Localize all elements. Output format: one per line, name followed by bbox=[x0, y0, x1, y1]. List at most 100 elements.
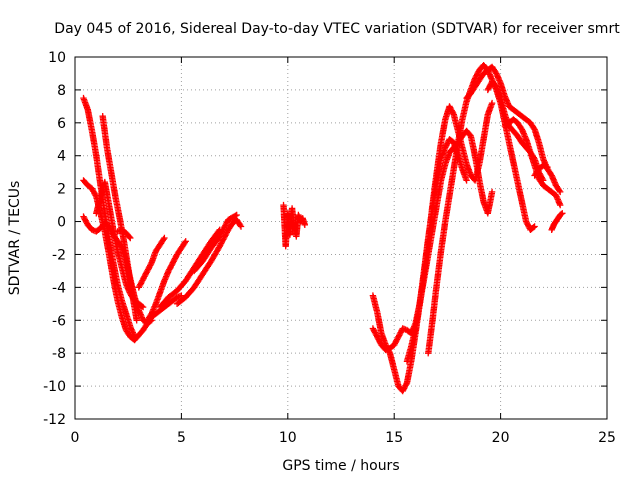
plot-frame bbox=[74, 56, 608, 420]
data-point bbox=[557, 188, 564, 196]
data-point bbox=[233, 211, 240, 219]
data-point bbox=[126, 233, 133, 241]
y-tick-labels: -12 -10 -8 -6 -4 -2 0 2 4 6 8 10 bbox=[43, 50, 66, 428]
x-tick-labels: 0 5 10 15 20 25 bbox=[71, 430, 616, 446]
data-point bbox=[556, 187, 563, 194]
x-tick-label: 5 bbox=[177, 430, 186, 446]
series-arc-11 bbox=[191, 211, 240, 275]
data-point bbox=[147, 260, 155, 268]
y-tick-label: -12 bbox=[43, 412, 66, 428]
axis-ticks bbox=[74, 56, 608, 420]
series-arc-4 bbox=[93, 178, 147, 311]
data-point bbox=[88, 185, 96, 192]
data-point bbox=[403, 381, 410, 388]
data-point bbox=[400, 385, 408, 392]
y-tick-label: -4 bbox=[52, 280, 66, 296]
data-point bbox=[474, 71, 481, 78]
data-point bbox=[557, 201, 564, 209]
data-point bbox=[449, 108, 456, 115]
data-point bbox=[151, 303, 158, 310]
x-tick-label: 15 bbox=[385, 430, 403, 446]
data-point bbox=[391, 340, 399, 347]
data-point bbox=[530, 124, 537, 132]
data-point bbox=[169, 260, 176, 268]
x-tick-label: 20 bbox=[492, 430, 510, 446]
data-point bbox=[488, 99, 496, 107]
y-axis-title: SDTVAR / TECUs bbox=[7, 181, 23, 296]
data-point bbox=[216, 233, 223, 240]
data-point bbox=[396, 332, 403, 339]
y-tick-label: -10 bbox=[43, 379, 66, 395]
series-arc-1 bbox=[80, 177, 185, 344]
y-tick-label: 6 bbox=[57, 116, 66, 132]
data-point bbox=[139, 303, 147, 311]
data-point bbox=[217, 241, 224, 249]
data-point bbox=[530, 224, 537, 231]
x-tick-label: 10 bbox=[279, 430, 297, 446]
data-point bbox=[217, 240, 225, 247]
data-point bbox=[443, 141, 450, 148]
data-point bbox=[128, 326, 135, 333]
data-point bbox=[137, 280, 145, 287]
data-point bbox=[222, 222, 229, 229]
data-point bbox=[91, 190, 99, 198]
y-tick-label: -8 bbox=[52, 346, 66, 362]
data-point bbox=[374, 333, 381, 340]
series-arc-15 bbox=[403, 127, 496, 365]
data-point bbox=[376, 337, 383, 344]
data-point bbox=[559, 210, 566, 217]
grid bbox=[75, 57, 607, 419]
data-point bbox=[138, 303, 146, 310]
y-tick-label: -6 bbox=[52, 313, 66, 329]
data-point bbox=[237, 223, 245, 230]
data-point bbox=[160, 236, 167, 243]
data-point bbox=[376, 339, 384, 346]
data-point bbox=[444, 140, 451, 147]
data-point bbox=[493, 70, 500, 77]
y-tick-label: 0 bbox=[57, 215, 66, 231]
data-point bbox=[166, 265, 174, 272]
x-tick-label: 25 bbox=[598, 430, 616, 446]
data-point bbox=[463, 177, 470, 184]
data-point bbox=[220, 236, 227, 243]
data-point bbox=[558, 210, 565, 218]
data-point bbox=[131, 333, 138, 340]
data-point bbox=[544, 164, 551, 171]
series-arc-16 bbox=[425, 62, 538, 357]
data-point bbox=[127, 234, 134, 242]
data-point bbox=[133, 317, 140, 324]
chart-title: Day 045 of 2016, Sidereal Day-to-day VTE… bbox=[54, 21, 620, 37]
series-arc-12 bbox=[280, 201, 308, 250]
data-point bbox=[449, 110, 457, 117]
series-arc-20 bbox=[531, 162, 551, 179]
series-arc-8 bbox=[144, 238, 189, 324]
x-axis-title: GPS time / hours bbox=[282, 458, 399, 474]
data-point bbox=[217, 231, 224, 239]
data-point bbox=[145, 265, 152, 272]
data-point bbox=[396, 330, 404, 338]
data-point bbox=[92, 192, 99, 199]
data-point bbox=[486, 84, 493, 91]
series-arc-5 bbox=[99, 113, 140, 324]
data-point bbox=[80, 213, 87, 220]
series-arc-19 bbox=[501, 116, 564, 209]
y-tick-label: 4 bbox=[57, 149, 66, 165]
data-point bbox=[391, 341, 398, 349]
data-point bbox=[221, 223, 228, 230]
data-point bbox=[531, 223, 538, 230]
y-tick-label: 2 bbox=[57, 182, 66, 198]
data-point bbox=[136, 308, 143, 315]
data-point bbox=[181, 239, 188, 246]
y-tick-label: 10 bbox=[48, 50, 66, 66]
data-point bbox=[161, 234, 168, 242]
y-tick-label: -2 bbox=[52, 247, 66, 263]
data-point bbox=[553, 194, 561, 202]
y-tick-label: 8 bbox=[57, 83, 66, 99]
data-point bbox=[182, 238, 189, 245]
series-arc-7 bbox=[135, 234, 168, 291]
series-arc-6 bbox=[114, 226, 134, 242]
data-point bbox=[138, 278, 145, 286]
data-point bbox=[140, 274, 147, 281]
data-point bbox=[171, 255, 179, 262]
